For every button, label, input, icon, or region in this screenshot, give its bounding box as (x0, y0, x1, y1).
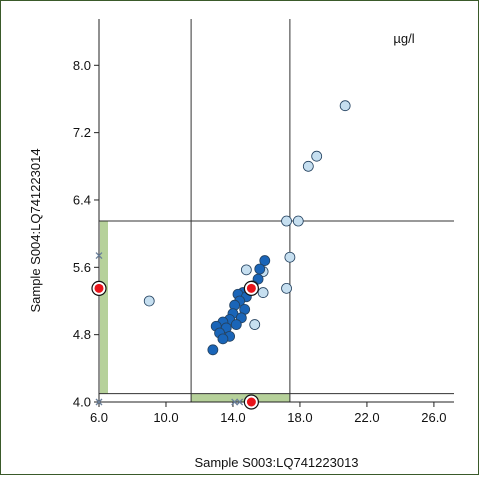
data-point (207, 344, 219, 356)
y-margin-marker (95, 252, 103, 259)
y-margin-band (100, 221, 108, 394)
data-point (284, 251, 296, 263)
y-tick-label: 5.6 (73, 260, 91, 275)
x-tick-label: 22.0 (354, 410, 379, 425)
data-point (249, 319, 261, 330)
x-tick-label: 26.0 (421, 410, 446, 425)
x-margin-highlight (246, 397, 256, 407)
data-point (302, 160, 314, 172)
y-margin-highlight (94, 283, 104, 293)
x-tick-label: 10.0 (153, 410, 178, 425)
y-tick-label: 4.8 (73, 327, 91, 342)
data-point (217, 333, 229, 345)
data-point (257, 287, 269, 298)
x-tick-label: 18.0 (287, 410, 312, 425)
data-point (240, 264, 252, 276)
data-point (281, 282, 292, 294)
unit-label: µg/l (393, 31, 414, 46)
x-margin-band (191, 394, 290, 402)
highlight-point (246, 283, 256, 293)
y-tick-label: 4.0 (73, 395, 91, 410)
x-tick-label: 6.0 (90, 410, 108, 425)
data-point (259, 255, 271, 266)
data-point (292, 215, 304, 227)
x-axis-title: Sample S003:LQ741223013 (194, 455, 358, 470)
data-point (143, 295, 155, 307)
data-point (254, 263, 266, 275)
data-point (311, 150, 323, 162)
y-axis-title: Sample S004:LQ741223014 (28, 148, 43, 312)
data-point (230, 319, 242, 330)
y-margin-marker (95, 398, 103, 406)
y-tick-label: 6.4 (73, 192, 91, 207)
y-tick-label: 8.0 (73, 58, 91, 73)
data-point (281, 215, 292, 227)
x-margin-marker (231, 398, 239, 406)
y-tick-label: 7.2 (73, 125, 91, 140)
data-point (339, 100, 351, 112)
x-tick-label: 14.0 (220, 410, 245, 425)
x-margin-marker (236, 398, 244, 406)
